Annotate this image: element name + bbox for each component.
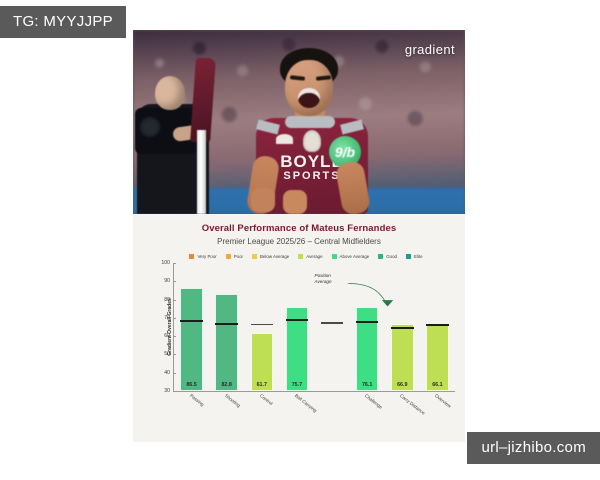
performance-card: BOYLE SPORTS 9/b gradient Overall Perfor… — [133, 30, 465, 442]
gradient-logo: gradient — [404, 42, 455, 57]
y-tick-label: 30 — [164, 388, 176, 394]
cameraman-head — [155, 76, 185, 110]
bar-overview[interactable]: 66.1 Overview — [426, 324, 453, 409]
legend-item-4: Above Average — [331, 254, 370, 259]
position-average-line — [320, 322, 344, 325]
position-average-line — [391, 327, 414, 329]
legend-label: Very Poor — [197, 254, 217, 259]
legend-label: Elite — [413, 254, 423, 259]
legend-label: Below Average — [260, 254, 290, 259]
legend-swatch-icon — [225, 254, 231, 259]
bar-value-label: 66.9 — [397, 382, 408, 388]
bar-value-label: 86.5 — [186, 382, 197, 388]
y-axis-label: Gradient Overall Grades — [166, 298, 173, 356]
chart-subtitle: Premier League 2025/26 – Central Midfiel… — [217, 237, 381, 246]
y-tick-label: 90 — [164, 278, 176, 284]
annotation-line-2: Average — [314, 278, 332, 284]
x-tick-label: Challenge — [364, 393, 384, 410]
legend-label: Average — [306, 254, 323, 259]
position-average-line — [215, 323, 238, 325]
player-fist-left — [251, 188, 275, 212]
x-tick-label: Overview — [434, 393, 453, 409]
legend-swatch-icon — [252, 254, 258, 259]
legend-swatch-icon — [298, 254, 304, 259]
legend-swatch-icon — [189, 254, 195, 259]
bar-slot — [315, 263, 350, 391]
legend-item-6: Elite — [405, 254, 423, 259]
club-crest — [303, 130, 321, 152]
bar-slot: 66.1 Overview — [420, 263, 455, 409]
jersey-sponsor-line2: SPORTS — [283, 170, 341, 182]
position-average-line — [285, 319, 309, 321]
kit-maker-logo — [276, 134, 293, 144]
player-photo: BOYLE SPORTS 9/b gradient — [133, 30, 465, 214]
x-tick-label: Carry Distance — [399, 393, 427, 416]
bar-value-label: 61.7 — [256, 382, 268, 388]
legend-item-2: Below Average — [252, 254, 289, 259]
legend-label: Above Average — [339, 254, 370, 259]
legend-swatch-icon — [378, 254, 384, 259]
bar-series: 86.5 Passing 82.8 Shooting 61.7 Control 75.7 Ba… — [174, 263, 455, 416]
position-average-line — [180, 319, 203, 322]
legend-item-0: Very Poor — [189, 254, 217, 259]
player-collar — [285, 116, 335, 128]
camera-lens — [139, 116, 161, 138]
y-tick-label: 100 — [161, 260, 176, 266]
bar-slot: 61.7 Control — [244, 263, 279, 406]
armband-text: 9/b — [334, 144, 356, 160]
player-mouth — [298, 88, 320, 108]
source-url-badge: url–jizhibo.com — [467, 432, 600, 464]
bar-slot: 75.7 Ball Carrying — [279, 263, 318, 413]
x-tick-label: Control — [258, 393, 274, 407]
chart-title: Overall Performance of Mateus Fernandes — [201, 223, 397, 234]
legend-item-5: Good — [378, 254, 397, 259]
bar-slot: 86.5 Passing — [174, 263, 209, 407]
annotation-line-1: Position — [314, 273, 331, 279]
legend-item-1: Poor — [225, 254, 244, 259]
plot-area: Gradient Overall Grades 100 90 80 70 60 50 40 3… — [161, 260, 455, 416]
x-tick-label: Passing — [188, 393, 205, 408]
bar-slot: 76.1 Challenge — [350, 263, 385, 410]
position-average-line — [355, 321, 379, 323]
bar-slot: 82.8 Shooting — [209, 263, 244, 408]
legend-label: Good — [386, 254, 397, 259]
y-tick-label: 40 — [164, 370, 176, 376]
y-tick-label: 60 — [164, 333, 176, 339]
chart-legend: Very Poor Poor Below Average Average Above A… — [133, 254, 465, 259]
jersey-sponsor-line1: BOYLE — [280, 152, 344, 171]
x-tick-label: Ball Carrying — [293, 393, 318, 414]
position-average-line — [426, 324, 449, 326]
corner-flag-pole — [197, 130, 206, 214]
bar-value-label: 66.1 — [432, 382, 443, 388]
bar-ball-carrying[interactable]: 75.7 Ball Carrying — [285, 307, 318, 413]
legend-item-3: Average — [298, 254, 323, 259]
player-fist-right — [283, 190, 307, 214]
position-average-line — [250, 323, 274, 326]
legend-swatch-icon — [331, 254, 337, 259]
telegram-tag-badge: TG: MYYJJPP — [0, 6, 126, 38]
position-average-annotation: Position Average — [315, 273, 332, 284]
y-tick-label: 50 — [164, 351, 176, 357]
y-tick-label: 70 — [164, 315, 176, 321]
legend-label: Poor — [233, 254, 244, 259]
position-average-only-marker — [320, 263, 344, 391]
chart-panel: Overall Performance of Mateus Fernandes … — [133, 214, 465, 442]
bar-value-label: 82.8 — [221, 382, 232, 388]
legend-swatch-icon — [405, 254, 411, 259]
bar-carry-distance[interactable]: 66.9 Carry Distance — [391, 323, 426, 416]
y-tick-label: 80 — [164, 297, 176, 303]
bar-passing[interactable]: 86.5 Passing — [180, 287, 204, 407]
bar-value-label: 75.7 — [291, 382, 303, 388]
bar-shooting[interactable]: 82.8 Shooting — [215, 294, 241, 408]
bar-challenge[interactable]: 76.1 Challenge — [355, 306, 384, 410]
bar-slot: 66.9 Carry Distance — [385, 263, 426, 416]
x-tick-label: Shooting — [223, 393, 241, 409]
bar-control[interactable]: 61.7 Control — [250, 323, 273, 406]
bar-value-label: 76.1 — [361, 382, 373, 388]
